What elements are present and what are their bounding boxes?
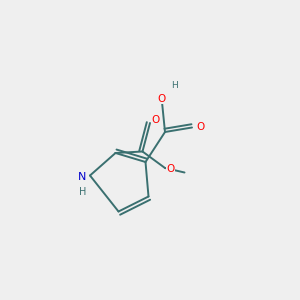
- Text: O: O: [196, 122, 205, 133]
- Text: O: O: [166, 164, 175, 175]
- Text: H: H: [171, 81, 177, 90]
- Text: N: N: [78, 172, 87, 182]
- Text: H: H: [79, 187, 86, 197]
- Text: O: O: [151, 115, 160, 125]
- Text: O: O: [157, 94, 166, 104]
